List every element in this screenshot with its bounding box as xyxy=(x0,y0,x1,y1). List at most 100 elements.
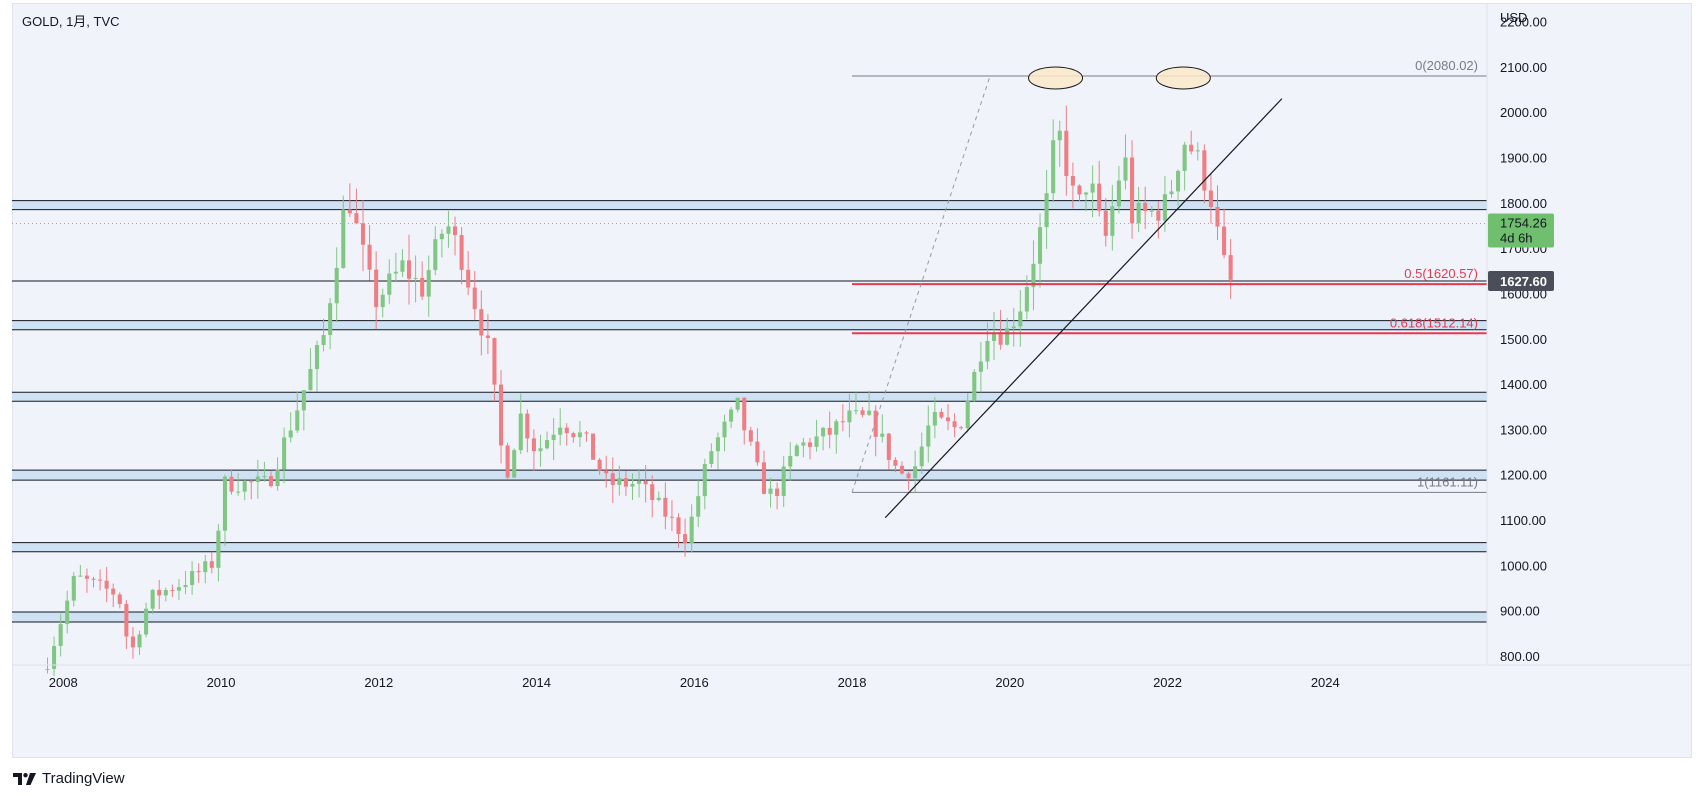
candle-body xyxy=(1051,140,1056,194)
candle xyxy=(1110,184,1115,251)
candle xyxy=(972,369,977,403)
candle-body xyxy=(985,340,990,362)
candle xyxy=(314,340,320,392)
candle xyxy=(512,448,517,478)
candle xyxy=(321,318,326,352)
candle xyxy=(354,188,359,225)
fib-level-label-1: 0.5(1620.57) xyxy=(1404,266,1478,281)
candle xyxy=(1044,169,1049,249)
zone-4 xyxy=(12,542,1487,552)
candle xyxy=(1136,186,1141,233)
candle xyxy=(715,432,720,470)
tradingview-logo[interactable]: TradingView xyxy=(13,770,125,787)
candle xyxy=(71,572,76,607)
candle-body xyxy=(360,223,366,245)
candle-body xyxy=(485,335,490,339)
candle-body xyxy=(610,473,615,485)
candle xyxy=(998,310,1003,350)
candle-body xyxy=(176,587,181,591)
y-tick-label: 2100.00 xyxy=(1500,60,1547,75)
candle-body xyxy=(696,496,701,517)
candle-body xyxy=(998,333,1003,345)
candle xyxy=(249,478,254,500)
candle xyxy=(157,579,162,610)
candle xyxy=(630,473,635,501)
candle-body xyxy=(1031,263,1036,288)
candle xyxy=(104,567,109,603)
candle xyxy=(669,500,674,532)
candle xyxy=(1189,130,1194,155)
candle xyxy=(807,437,813,460)
candle xyxy=(472,271,477,320)
candle-body xyxy=(400,260,405,272)
candle-body xyxy=(1090,183,1095,193)
candle-body xyxy=(104,580,109,589)
candle xyxy=(111,583,116,607)
marked-level-tag xyxy=(1488,270,1554,291)
candle xyxy=(827,411,832,449)
symbol-title: GOLD, 1月, TVC xyxy=(22,14,120,29)
candle-body xyxy=(216,530,221,568)
candle-body xyxy=(321,334,326,346)
candle-body xyxy=(742,397,747,431)
candle-body xyxy=(512,450,517,478)
candle-body xyxy=(117,594,122,605)
candle xyxy=(939,408,944,419)
candle xyxy=(446,210,451,248)
candle-body xyxy=(788,455,793,467)
candle-body xyxy=(637,480,642,484)
candle xyxy=(755,428,760,466)
candle-body xyxy=(630,483,635,487)
candle xyxy=(525,409,530,453)
candle xyxy=(236,473,241,496)
candle-body xyxy=(1123,157,1128,181)
candle-body xyxy=(748,430,753,442)
candle xyxy=(637,468,642,498)
candle-body xyxy=(591,433,596,460)
candle xyxy=(932,397,937,439)
candle xyxy=(466,251,471,296)
candle-body xyxy=(683,534,688,544)
candle-body xyxy=(880,433,885,437)
candle-body xyxy=(71,575,76,601)
candle-body xyxy=(498,384,504,446)
y-tick-label: 2200.00 xyxy=(1500,15,1547,30)
candle xyxy=(393,252,398,283)
candle-body xyxy=(295,410,300,431)
candle-body xyxy=(275,469,280,487)
zone-0 xyxy=(12,200,1487,210)
candle xyxy=(176,579,181,600)
candle-body xyxy=(794,445,799,456)
candle xyxy=(1024,275,1029,320)
candle xyxy=(1103,198,1108,247)
candle xyxy=(163,587,168,602)
candle xyxy=(683,518,688,557)
fib-level-label-3: 1(1161.11) xyxy=(1417,474,1478,489)
zone-1 xyxy=(12,320,1487,330)
y-tick-label: 1400.00 xyxy=(1500,377,1547,392)
candle xyxy=(492,337,497,402)
candle-body xyxy=(367,244,372,270)
candle xyxy=(222,474,228,547)
candle xyxy=(709,443,714,468)
candle xyxy=(959,425,964,430)
candle xyxy=(1077,184,1082,202)
candle xyxy=(676,513,681,548)
y-tick-label: 1200.00 xyxy=(1500,468,1547,483)
candle xyxy=(656,491,661,502)
candle xyxy=(1090,165,1095,218)
candle-body xyxy=(393,271,398,274)
candle xyxy=(1123,134,1128,190)
candle xyxy=(775,482,780,510)
candle-body xyxy=(604,470,609,474)
candle-body xyxy=(1162,194,1167,221)
candle-body xyxy=(1077,185,1082,195)
fib-anchor-line xyxy=(851,75,991,493)
candle-body xyxy=(1084,192,1089,195)
candle xyxy=(781,456,786,508)
candle xyxy=(380,288,385,318)
highlight-ellipse-1 xyxy=(1155,66,1211,90)
candle-body xyxy=(840,421,845,423)
x-tick-label: 2020 xyxy=(995,675,1024,690)
